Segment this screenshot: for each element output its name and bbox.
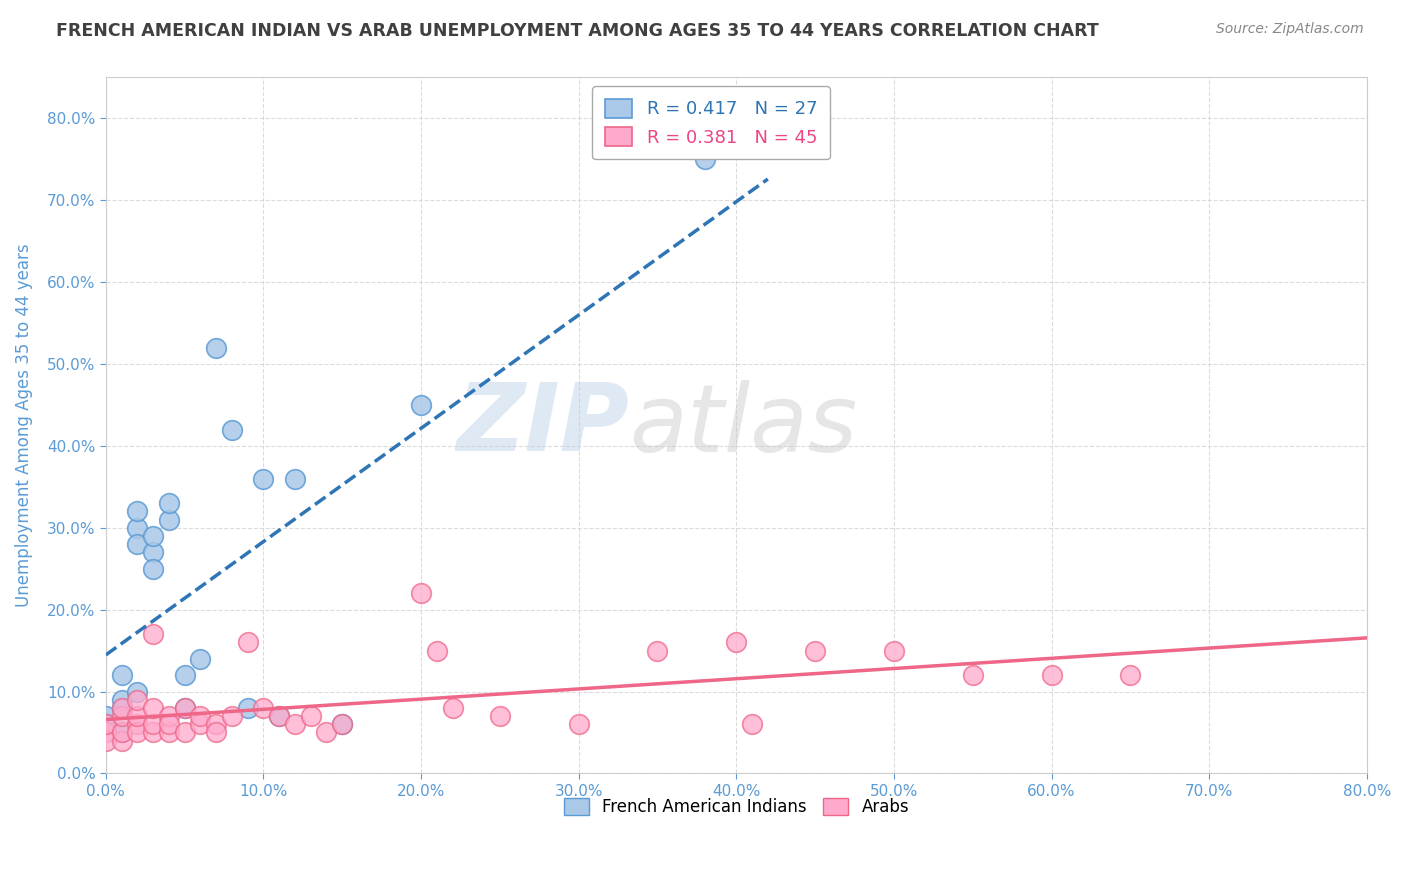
Point — [142, 627, 165, 641]
Point — [299, 709, 322, 723]
Point — [315, 725, 337, 739]
Point — [426, 643, 449, 657]
Point — [221, 709, 243, 723]
Point — [1119, 668, 1142, 682]
Point — [330, 717, 353, 731]
Point — [190, 709, 212, 723]
Point — [804, 643, 827, 657]
Point — [127, 537, 149, 551]
Point — [127, 709, 149, 723]
Text: FRENCH AMERICAN INDIAN VS ARAB UNEMPLOYMENT AMONG AGES 35 TO 44 YEARS CORRELATIO: FRENCH AMERICAN INDIAN VS ARAB UNEMPLOYM… — [56, 22, 1099, 40]
Point — [110, 701, 132, 715]
Point — [236, 701, 259, 715]
Point — [236, 635, 259, 649]
Point — [127, 692, 149, 706]
Point — [110, 725, 132, 739]
Point — [142, 545, 165, 559]
Text: ZIP: ZIP — [457, 379, 628, 472]
Y-axis label: Unemployment Among Ages 35 to 44 years: Unemployment Among Ages 35 to 44 years — [15, 244, 32, 607]
Point — [741, 717, 763, 731]
Point — [94, 733, 117, 747]
Point — [205, 341, 228, 355]
Point — [190, 652, 212, 666]
Point — [409, 586, 432, 600]
Point — [173, 701, 195, 715]
Point — [205, 717, 228, 731]
Point — [157, 725, 180, 739]
Point — [127, 504, 149, 518]
Point — [157, 717, 180, 731]
Point — [110, 692, 132, 706]
Point — [883, 643, 905, 657]
Point — [173, 701, 195, 715]
Point — [221, 423, 243, 437]
Point — [157, 709, 180, 723]
Point — [94, 717, 117, 731]
Point — [284, 472, 307, 486]
Point — [284, 717, 307, 731]
Point — [568, 717, 591, 731]
Point — [269, 709, 291, 723]
Text: atlas: atlas — [628, 380, 858, 471]
Point — [190, 717, 212, 731]
Point — [142, 562, 165, 576]
Point — [110, 668, 132, 682]
Point — [205, 725, 228, 739]
Point — [94, 709, 117, 723]
Point — [252, 472, 274, 486]
Point — [110, 733, 132, 747]
Point — [330, 717, 353, 731]
Point — [252, 701, 274, 715]
Point — [647, 643, 669, 657]
Point — [409, 398, 432, 412]
Point — [725, 635, 748, 649]
Point — [173, 668, 195, 682]
Point — [489, 709, 512, 723]
Point — [142, 717, 165, 731]
Point — [157, 496, 180, 510]
Legend: French American Indians, Arabs: French American Indians, Arabs — [555, 789, 918, 824]
Point — [127, 521, 149, 535]
Point — [127, 717, 149, 731]
Point — [110, 701, 132, 715]
Point — [157, 513, 180, 527]
Point — [127, 684, 149, 698]
Point — [110, 725, 132, 739]
Point — [142, 529, 165, 543]
Text: Source: ZipAtlas.com: Source: ZipAtlas.com — [1216, 22, 1364, 37]
Point — [94, 725, 117, 739]
Point — [142, 701, 165, 715]
Point — [269, 709, 291, 723]
Point — [962, 668, 984, 682]
Point — [127, 725, 149, 739]
Point — [1040, 668, 1063, 682]
Point — [110, 709, 132, 723]
Point — [142, 725, 165, 739]
Point — [693, 153, 716, 167]
Point — [94, 717, 117, 731]
Point — [441, 701, 464, 715]
Point — [173, 725, 195, 739]
